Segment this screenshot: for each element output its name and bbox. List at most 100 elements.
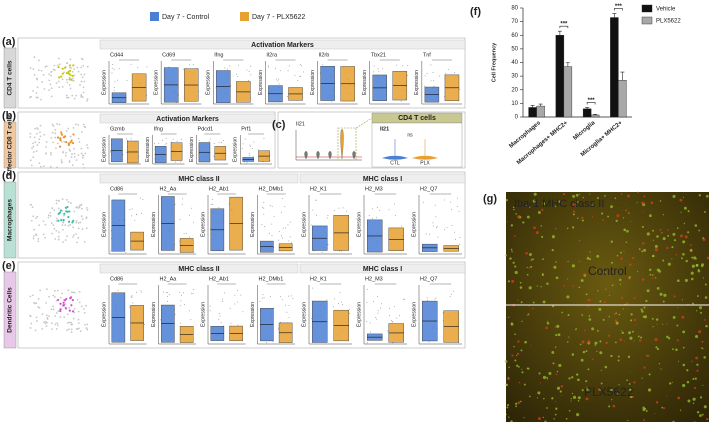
tsne-dot (50, 151, 52, 154)
stain-dot (628, 388, 632, 391)
jitter-dot (129, 306, 131, 308)
tsne-dot-highlight (64, 135, 67, 138)
jitter-dot (436, 225, 438, 227)
tsne-dot-highlight (59, 308, 62, 311)
jitter-dot (454, 231, 456, 233)
stain-dot (572, 285, 574, 287)
stain-dot (642, 242, 645, 245)
stain-dot (535, 231, 539, 235)
condition-label: Control (588, 264, 627, 278)
stain-dot (652, 325, 654, 328)
jitter-dot (300, 75, 302, 77)
jitter-dot (288, 240, 290, 242)
tsne-dot (80, 96, 83, 98)
jitter-dot (400, 100, 402, 102)
sig-label: *** (588, 98, 596, 104)
stain-dot (637, 270, 639, 272)
stain-dot (630, 313, 633, 316)
stain-dot (646, 232, 650, 236)
tsne-dot (56, 289, 59, 292)
jitter-dot (176, 140, 178, 142)
jitter-dot (379, 209, 381, 211)
jitter-dot (189, 64, 191, 66)
tsne-dot (72, 234, 75, 237)
stain-dot (641, 278, 645, 281)
stain-dot (587, 298, 591, 302)
jitter-dot (218, 207, 220, 209)
jitter-dot (334, 298, 336, 300)
tsne-dot (61, 78, 64, 81)
stain-dot (520, 301, 523, 304)
stain-dot (704, 283, 707, 286)
tsne-dot (54, 136, 57, 139)
jitter-dot (288, 316, 290, 318)
jitter-dot (459, 88, 461, 90)
tsne-dot (54, 296, 56, 298)
axis-label: Expression (356, 302, 362, 327)
tsne-dot (53, 289, 56, 292)
jitter-dot (339, 292, 341, 294)
stain-dot (623, 228, 627, 232)
jitter-dot (459, 244, 461, 246)
tsne-dot (33, 228, 35, 231)
tsne-dot-highlight (57, 66, 60, 69)
tsne-dot (52, 305, 55, 308)
tsne-dot (67, 201, 70, 203)
stain-dot (599, 340, 602, 343)
tsne-dot (31, 206, 34, 208)
jitter-dot (222, 298, 224, 300)
tsne-dot (78, 290, 81, 293)
bar (610, 17, 619, 118)
y-tick-label: 10 (511, 101, 518, 107)
tsne-dot-highlight (68, 309, 71, 312)
tsne-dot (54, 315, 57, 317)
tsne-dot-highlight (59, 309, 62, 313)
gene-label: Pdcd1 (198, 126, 214, 132)
group-header (99, 113, 276, 124)
jitter-dot (315, 214, 317, 216)
tsne-dot (55, 229, 58, 232)
jitter-dot (263, 297, 265, 299)
tsne-dot (63, 71, 65, 74)
jitter-dot (430, 80, 432, 82)
jitter-dot (188, 310, 190, 312)
side-strip (3, 47, 17, 109)
bar (536, 105, 545, 118)
tsne-dot (81, 228, 84, 231)
stain-dot (696, 295, 699, 297)
tsne-dot (64, 239, 67, 241)
jitter-dot (342, 304, 344, 306)
stain-dot (654, 244, 658, 248)
tsne-dot (86, 99, 89, 102)
stain-dot (582, 350, 586, 354)
axis-label: Expression (411, 302, 417, 327)
stain-dot (614, 319, 618, 322)
stain-dot (572, 210, 576, 213)
stain-dot (563, 285, 566, 287)
stain-dot (702, 384, 704, 386)
stain-dot (581, 314, 584, 316)
tsne-dot (82, 91, 85, 94)
jitter-dot (434, 204, 436, 206)
tsne-dot (55, 312, 58, 314)
panel-label: (g) (483, 193, 497, 205)
jitter-dot (456, 205, 458, 207)
tsne-dot (71, 153, 73, 155)
tsne-dot-highlight (57, 298, 60, 302)
tsne-dot (50, 71, 53, 74)
jitter-dot (165, 143, 167, 145)
stain-dot (600, 369, 602, 372)
stain-dot (505, 254, 508, 257)
jitter-dot (179, 291, 181, 293)
jitter-dot (378, 71, 380, 73)
stain-dot (611, 261, 613, 264)
jitter-dot (373, 71, 375, 73)
jitter-dot (111, 67, 113, 69)
stain-dot (672, 232, 676, 236)
error-bar (612, 13, 617, 18)
stain-dot (590, 255, 592, 257)
stain-dot (675, 253, 678, 256)
tsne-dot-highlight (71, 310, 75, 313)
gene-label: Tbx21 (371, 52, 386, 58)
stain-dot (555, 205, 557, 208)
